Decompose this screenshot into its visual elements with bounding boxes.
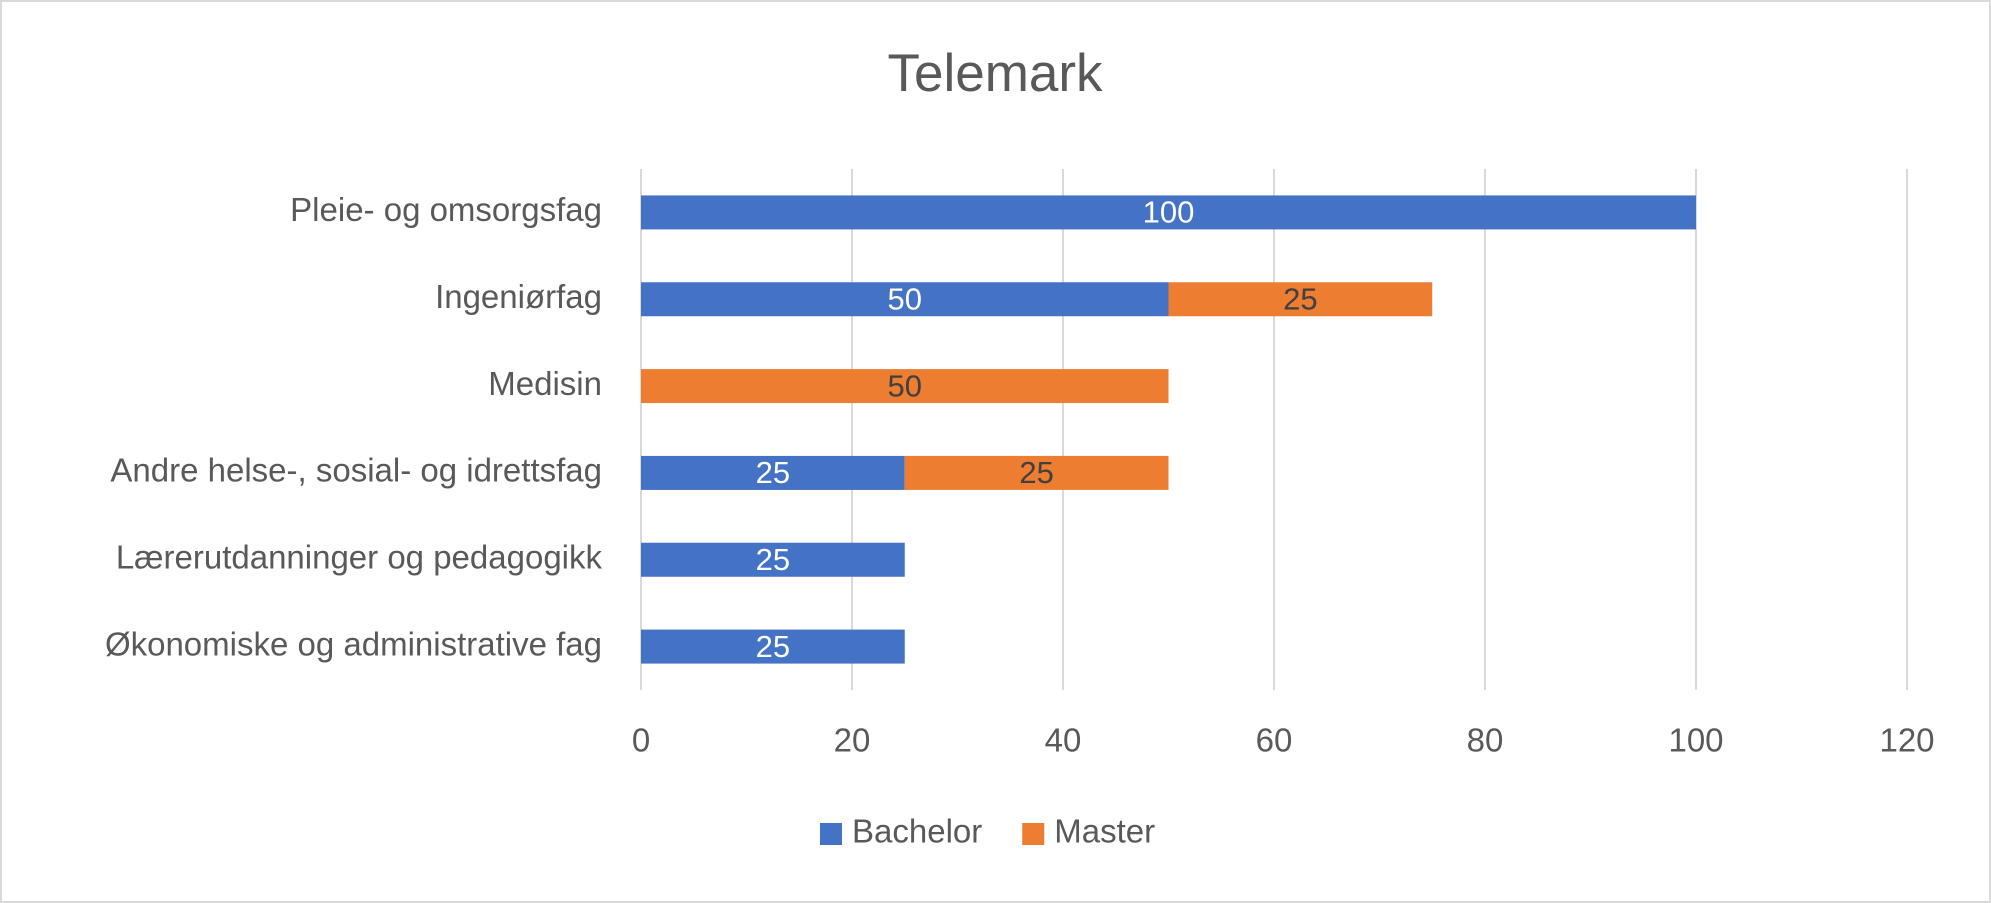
bar [641,369,1169,404]
data-label: 25 [756,629,790,664]
bar [641,195,1696,230]
data-label: 25 [1019,455,1053,490]
y-tick-label: Økonomiske og administrative fag [105,625,602,662]
bar [904,455,1169,490]
bar [641,542,905,577]
chart-title: Telemark [887,44,1103,103]
x-tick-label: 100 [1668,722,1723,759]
data-label: 25 [756,455,790,490]
data-label: 25 [756,542,790,577]
bar [1168,282,1433,317]
legend-swatch [1022,823,1045,845]
x-tick-label: 60 [1256,722,1293,759]
data-label: 50 [888,368,922,403]
y-tick-label: Lærerutdanninger og pedagogikk [116,538,603,575]
bar [641,629,905,664]
data-label: 100 [1143,195,1195,230]
x-tick-label: 120 [1879,722,1934,759]
bar [641,455,905,490]
bar [641,282,1169,317]
data-label: 25 [1283,281,1317,316]
x-tick-label: 0 [632,722,650,759]
y-tick-label: Andre helse-, sosial- og idrettsfag [110,452,602,489]
legend-label: Master [1054,813,1155,850]
legend-label: Bachelor [852,813,982,850]
data-label: 50 [888,281,922,316]
y-tick-label: Pleie- og omsorgsfag [290,191,602,228]
y-tick-label: Medisin [488,365,602,402]
legend-swatch [820,823,842,845]
x-tick-label: 20 [834,722,871,759]
x-tick-label: 40 [1045,722,1082,759]
x-tick-label: 80 [1467,722,1504,759]
y-tick-label: Ingeniørfag [435,278,602,315]
